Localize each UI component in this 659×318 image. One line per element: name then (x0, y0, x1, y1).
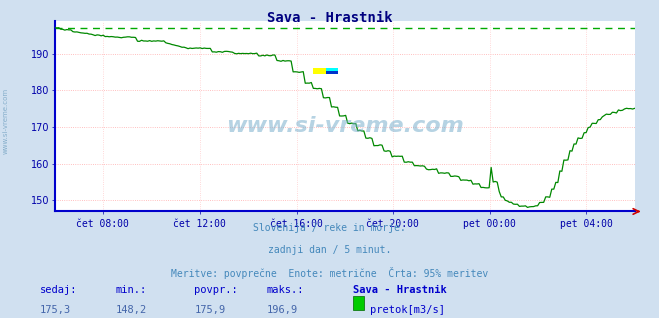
Text: pretok[m3/s]: pretok[m3/s] (370, 305, 445, 315)
Text: 148,2: 148,2 (115, 305, 146, 315)
Text: Meritve: povprečne  Enote: metrične  Črta: 95% meritev: Meritve: povprečne Enote: metrične Črta:… (171, 267, 488, 279)
Text: 175,9: 175,9 (194, 305, 225, 315)
Text: povpr.:: povpr.: (194, 285, 238, 294)
Bar (326, 71, 338, 74)
Text: sedaj:: sedaj: (40, 285, 77, 294)
Bar (313, 68, 326, 74)
Text: maks.:: maks.: (267, 285, 304, 294)
Text: Sava - Hrastnik: Sava - Hrastnik (353, 285, 446, 294)
Text: 196,9: 196,9 (267, 305, 298, 315)
Text: Slovenija / reke in morje.: Slovenija / reke in morje. (253, 223, 406, 232)
Bar (326, 68, 338, 71)
Text: min.:: min.: (115, 285, 146, 294)
Text: zadnji dan / 5 minut.: zadnji dan / 5 minut. (268, 245, 391, 255)
Text: www.si-vreme.com: www.si-vreme.com (2, 88, 9, 154)
Text: Sava - Hrastnik: Sava - Hrastnik (267, 11, 392, 25)
Text: 175,3: 175,3 (40, 305, 71, 315)
Text: www.si-vreme.com: www.si-vreme.com (226, 116, 463, 135)
